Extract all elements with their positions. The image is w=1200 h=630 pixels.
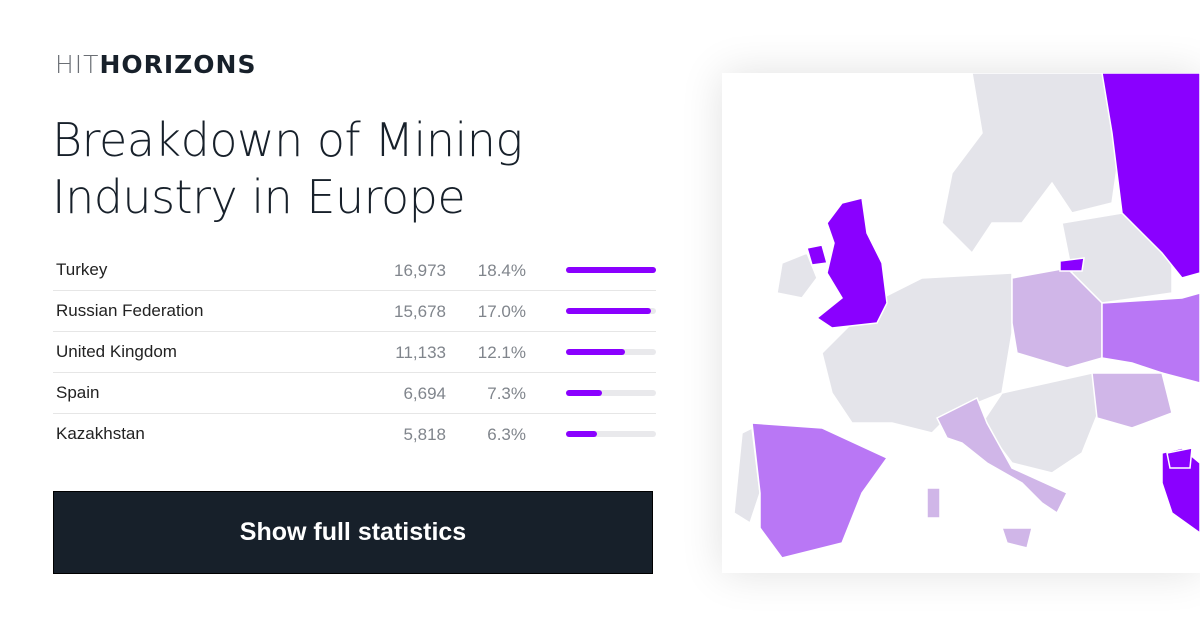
share-bar [566,267,656,273]
map-northern-ireland [806,244,828,266]
table-row: Turkey 16,973 18.4% [53,250,656,291]
country-name: Kazakhstan [56,424,145,443]
share-bar [566,390,656,396]
percent: 12.1% [477,343,526,362]
map-portugal [733,426,761,525]
share-bar [566,308,656,314]
table-row: Spain 6,694 7.3% [53,373,656,414]
table-row: Kazakhstan 5,818 6.3% [53,414,656,454]
percent: 7.3% [487,384,526,403]
map-sicily [1000,527,1033,549]
map-turkey-thrace [1166,447,1193,469]
share-bar-fill [566,431,597,437]
map-ukraine [1101,292,1200,384]
table-row: United Kingdom 11,133 12.1% [53,332,656,373]
map-italy [935,396,1069,515]
share-bar-fill [566,267,656,273]
country-name: Russian Federation [56,301,204,320]
share-bar [566,431,656,437]
map-ireland [776,252,818,299]
map-turkey [1161,447,1200,534]
map-spain [751,422,889,559]
map-poland [1011,267,1103,369]
table-row: Russian Federation 15,678 17.0% [53,291,656,332]
page-title: Breakdown of Mining Industry in Europe [52,113,523,224]
share-bar-fill [566,308,651,314]
value: 11,133 [395,343,446,362]
map-sardinia [926,487,941,519]
value: 6,694 [403,384,446,403]
share-bar-fill [566,390,602,396]
share-bar [566,349,656,355]
map-romania [1091,372,1173,429]
percent: 18.4% [477,261,526,280]
country-name: Spain [56,383,100,402]
hithorizons-logo: HITHORIZONS [55,50,257,79]
map-united-kingdom [815,197,888,329]
europe-map [722,73,1200,573]
stats-table: Turkey 16,973 18.4% Russian Federation 15,6… [53,250,656,454]
percent: 17.0% [477,302,526,321]
map-russia [1101,73,1200,279]
show-full-statistics-button[interactable]: Show full statistics [53,491,653,574]
value: 16,973 [394,261,446,280]
country-name: Turkey [56,260,108,279]
map-kaliningrad [1059,257,1085,272]
country-name: United Kingdom [56,342,177,361]
percent: 6.3% [487,425,526,444]
share-bar-fill [566,349,626,355]
value: 15,678 [394,302,446,321]
value: 5,818 [403,425,446,444]
